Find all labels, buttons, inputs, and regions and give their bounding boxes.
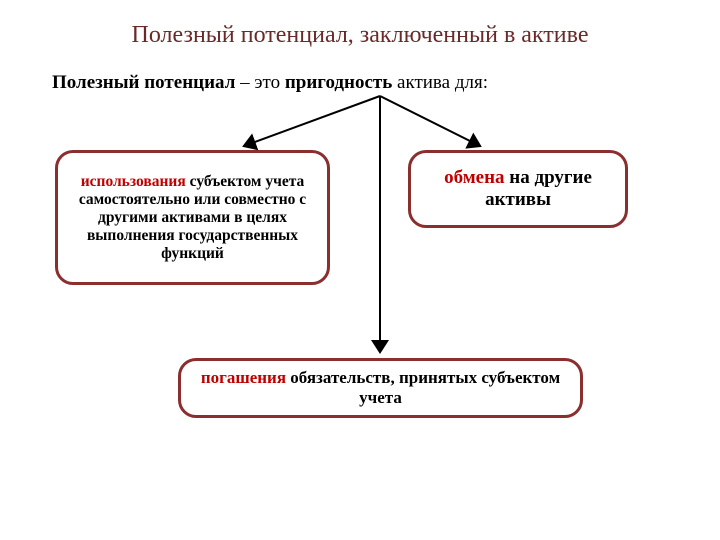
definition-bold1: Полезный потенциал: [52, 72, 235, 93]
box-exchange-text: обмена на другие активы: [419, 167, 617, 211]
definition-bold2: пригодность: [285, 72, 392, 93]
box-use-text: использования субъектом учета самостояте…: [66, 173, 319, 263]
definition-dash: – это: [235, 72, 284, 93]
page-title: Полезный потенциал, заключенный в активе: [0, 22, 720, 49]
stage: Полезный потенциал, заключенный в активе…: [0, 0, 720, 540]
box-settle-text: погашения обязательств, принятых субъект…: [189, 368, 572, 408]
definition-tail: актива для:: [392, 72, 488, 93]
definition-line: Полезный потенциал – это пригодность акт…: [52, 72, 672, 94]
box-settle: погашения обязательств, принятых субъект…: [178, 358, 583, 418]
box-use: использования субъектом учета самостояте…: [55, 150, 330, 285]
box-use-keyword: использования: [81, 173, 186, 190]
box-settle-keyword: погашения: [201, 368, 286, 387]
box-exchange: обмена на другие активы: [408, 150, 628, 228]
box-settle-rest: обязательств, принятых субъектом учета: [286, 368, 560, 407]
arrow-to-use: [244, 96, 380, 146]
arrow-to-exchange: [380, 96, 480, 146]
box-exchange-keyword: обмена: [444, 167, 504, 188]
